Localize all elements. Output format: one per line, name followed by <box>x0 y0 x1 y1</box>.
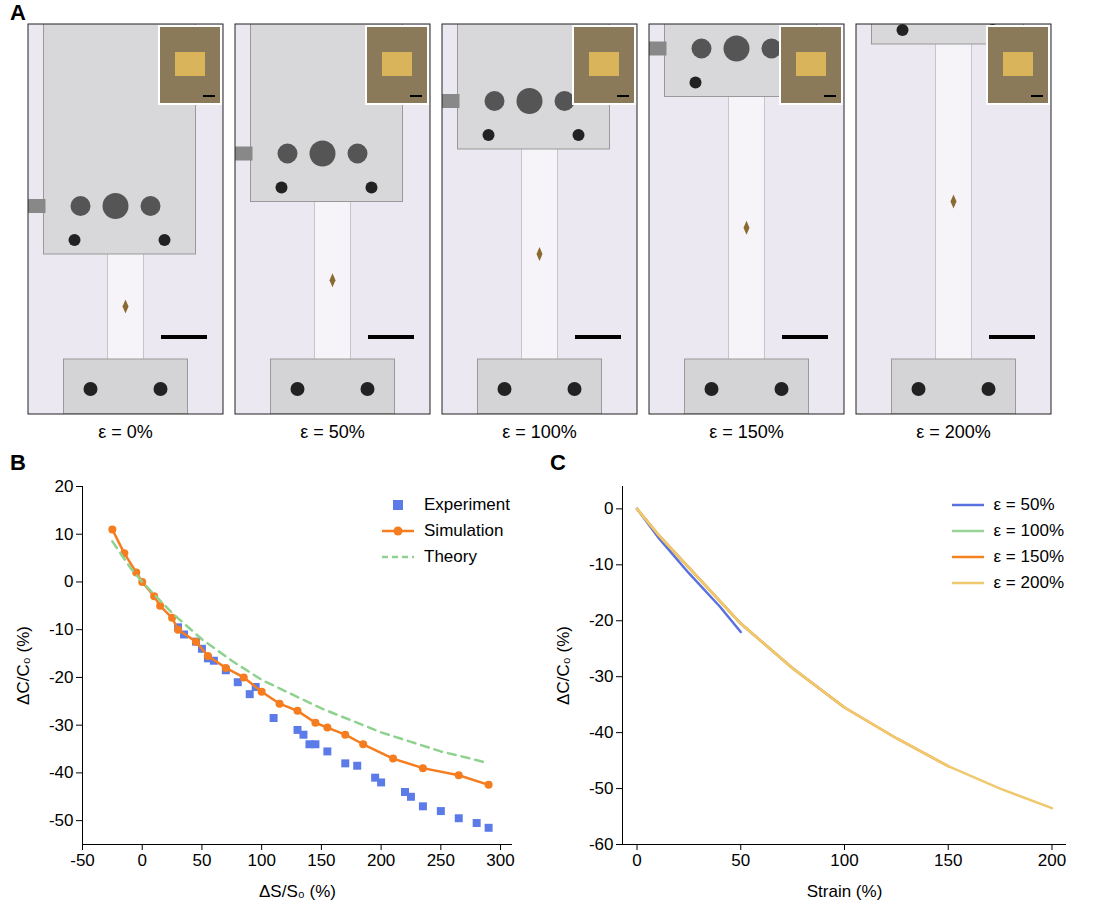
svg-text:-10: -10 <box>589 555 614 574</box>
svg-text:ε = 150%: ε = 150% <box>709 422 784 442</box>
svg-text:0: 0 <box>64 572 73 591</box>
svg-text:100: 100 <box>830 851 858 870</box>
svg-text:A: A <box>10 0 26 25</box>
svg-text:ε = 200%: ε = 200% <box>916 422 991 442</box>
svg-text:-60: -60 <box>589 835 614 854</box>
svg-text:0: 0 <box>137 851 146 870</box>
svg-text:150: 150 <box>307 851 335 870</box>
html-text:ε = 100%: ε = 100% <box>993 521 1064 540</box>
svg-text:ΔC/C₀ (%): ΔC/C₀ (%) <box>554 626 573 705</box>
html-text:Experiment: Experiment <box>424 495 510 514</box>
svg-text:50: 50 <box>731 851 750 870</box>
html-text:ε = 50%: ε = 50% <box>993 495 1055 514</box>
svg-text:-10: -10 <box>49 620 74 639</box>
svg-text:-40: -40 <box>49 763 74 782</box>
svg-text:ΔC/C₀ (%): ΔC/C₀ (%) <box>14 626 33 705</box>
html-text:ε = 200%: ε = 200% <box>993 573 1064 592</box>
svg-text:100: 100 <box>247 851 275 870</box>
svg-text:-40: -40 <box>589 723 614 742</box>
svg-text:-20: -20 <box>589 611 614 630</box>
html-text:C: C <box>550 450 566 475</box>
svg-text:0: 0 <box>632 851 641 870</box>
svg-text:-50: -50 <box>49 811 74 830</box>
svg-text:ε = 50%: ε = 50% <box>300 422 365 442</box>
svg-text:ε = 100%: ε = 100% <box>502 422 577 442</box>
svg-text:-50: -50 <box>589 779 614 798</box>
svg-text:300: 300 <box>486 851 514 870</box>
html-text:B: B <box>10 450 26 475</box>
svg-text:200: 200 <box>367 851 395 870</box>
svg-text:-30: -30 <box>49 716 74 735</box>
html-text:Theory: Theory <box>424 547 477 566</box>
svg-text:20: 20 <box>55 477 74 496</box>
svg-text:0: 0 <box>604 499 613 518</box>
svg-text:-30: -30 <box>589 667 614 686</box>
svg-text:150: 150 <box>934 851 962 870</box>
svg-text:ΔS/S₀ (%): ΔS/S₀ (%) <box>259 882 336 901</box>
svg-text:Strain (%): Strain (%) <box>807 882 883 901</box>
svg-text:10: 10 <box>55 525 74 544</box>
html-text:ε = 150%: ε = 150% <box>993 547 1064 566</box>
svg-text:200: 200 <box>1038 851 1066 870</box>
svg-text:ε = 0%: ε = 0% <box>98 422 153 442</box>
svg-text:250: 250 <box>427 851 455 870</box>
svg-text:-50: -50 <box>70 851 95 870</box>
svg-text:-20: -20 <box>49 668 74 687</box>
svg-text:50: 50 <box>192 851 211 870</box>
html-text:Simulation: Simulation <box>424 521 504 540</box>
